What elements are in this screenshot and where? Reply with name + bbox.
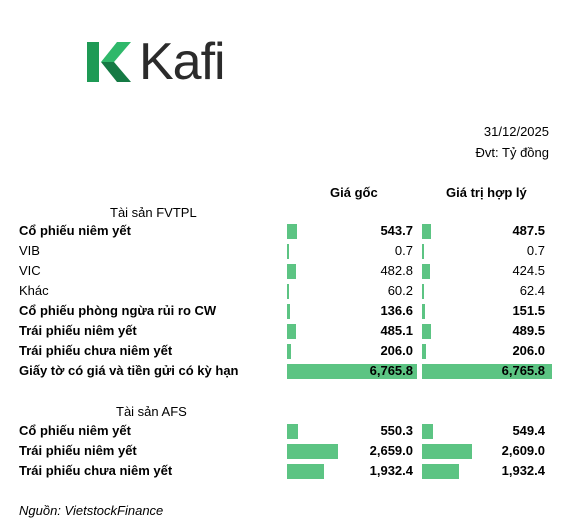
fair-value: 1,932.4 bbox=[501, 463, 545, 478]
source-note: Nguồn: VietstockFinance bbox=[19, 503, 164, 518]
column-header-cost: Giá gốc bbox=[330, 185, 378, 200]
cost-value: 6,765.8 bbox=[369, 363, 413, 378]
fair-value: 424.5 bbox=[512, 263, 545, 278]
cost-value: 0.7 bbox=[394, 243, 413, 258]
cost-value: 485.1 bbox=[380, 323, 413, 338]
cost-data-bar bbox=[287, 324, 296, 339]
cost-value: 206.0 bbox=[380, 343, 413, 358]
fair-value: 151.5 bbox=[512, 303, 545, 318]
cost-value: 543.7 bbox=[380, 223, 413, 238]
report-date: 31/12/2025 bbox=[483, 124, 549, 139]
cost-data-bar bbox=[287, 364, 417, 379]
cost-data-bar bbox=[287, 284, 289, 299]
fair-value-data-bar bbox=[422, 224, 431, 239]
fair-value-data-bar bbox=[422, 244, 424, 259]
row-label: VIB bbox=[19, 243, 40, 258]
fair-value-data-bar bbox=[422, 464, 459, 479]
row-label: Trái phiếu chưa niêm yết bbox=[19, 343, 173, 358]
fair-value: 206.0 bbox=[512, 343, 545, 358]
kafi-logo: Kafi bbox=[87, 33, 247, 91]
cost-data-bar bbox=[287, 344, 291, 359]
row-label: Cổ phiếu niêm yết bbox=[19, 423, 131, 438]
fair-value: 62.4 bbox=[519, 283, 545, 298]
fair-value: 0.7 bbox=[526, 243, 545, 258]
fair-value: 489.5 bbox=[512, 323, 545, 338]
cost-value: 1,932.4 bbox=[369, 463, 413, 478]
kafi-k-mark-icon bbox=[87, 42, 131, 82]
fair-value-data-bar bbox=[422, 284, 424, 299]
cost-value: 60.2 bbox=[387, 283, 413, 298]
cost-data-bar bbox=[287, 244, 289, 259]
fair-value: 549.4 bbox=[512, 423, 545, 438]
row-label: VIC bbox=[19, 263, 41, 278]
cost-data-bar bbox=[287, 264, 296, 279]
row-label: Trái phiếu chưa niêm yết bbox=[19, 463, 173, 478]
cost-data-bar bbox=[287, 304, 290, 319]
row-label: Trái phiếu niêm yết bbox=[19, 323, 137, 338]
fair-value-data-bar bbox=[422, 304, 425, 319]
cost-value: 2,659.0 bbox=[369, 443, 413, 458]
fair-value-data-bar bbox=[422, 264, 430, 279]
cost-data-bar bbox=[287, 424, 298, 439]
fair-value: 487.5 bbox=[512, 223, 545, 238]
unit-label: Đvt: Tỷ đồng bbox=[475, 145, 549, 160]
cost-data-bar bbox=[287, 444, 338, 459]
fair-value-data-bar bbox=[422, 364, 552, 379]
fair-value: 6,765.8 bbox=[501, 363, 545, 378]
cost-value: 550.3 bbox=[380, 423, 413, 438]
fair-value-data-bar bbox=[422, 344, 426, 359]
row-label: Cổ phiếu niêm yết bbox=[19, 223, 131, 238]
kafi-logo-text: Kafi bbox=[139, 33, 226, 91]
fair-value: 2,609.0 bbox=[501, 443, 545, 458]
row-label: Trái phiếu niêm yết bbox=[19, 443, 137, 458]
row-label: Khác bbox=[19, 283, 49, 298]
row-label: Giấy tờ có giá và tiền gửi có kỳ hạn bbox=[19, 363, 239, 378]
cost-value: 136.6 bbox=[380, 303, 413, 318]
section-title-afs: Tài sản AFS bbox=[116, 404, 187, 419]
fair-value-data-bar bbox=[422, 424, 433, 439]
row-label: Cổ phiếu phòng ngừa rủi ro CW bbox=[19, 303, 217, 318]
cost-data-bar bbox=[287, 464, 324, 479]
cost-value: 482.8 bbox=[380, 263, 413, 278]
column-header-fair-value: Giá trị hợp lý bbox=[446, 185, 527, 200]
fair-value-data-bar bbox=[422, 444, 472, 459]
fair-value-data-bar bbox=[422, 324, 431, 339]
cost-data-bar bbox=[287, 224, 297, 239]
section-title-fvtpl: Tài sản FVTPL bbox=[110, 205, 197, 220]
